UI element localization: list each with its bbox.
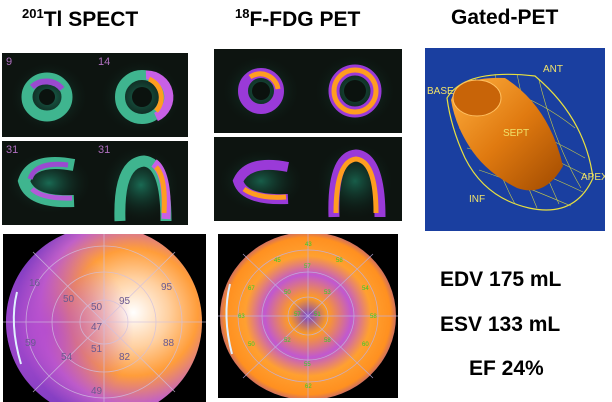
- segment-label: 16: [29, 278, 41, 289]
- spect-long-axis-slice-2: 31: [94, 141, 188, 225]
- segment-label: 95: [161, 282, 173, 293]
- segment-label: 95: [119, 296, 131, 307]
- slice-number: 31: [98, 144, 111, 156]
- segment-label: 63: [238, 314, 245, 320]
- segment-label: 58: [336, 258, 343, 264]
- ant-label: ANT: [543, 64, 563, 75]
- segment-label: 50: [91, 302, 103, 313]
- segment-label: 62: [305, 384, 312, 390]
- ef-value: EF 24%: [469, 357, 544, 380]
- inf-label: INF: [469, 194, 486, 205]
- segment-label: 49: [91, 386, 103, 397]
- segment-label: 50: [284, 290, 291, 296]
- slice-number: 9: [6, 56, 13, 68]
- segment-label: 57: [304, 264, 311, 270]
- segment-label: 54: [362, 286, 369, 292]
- esv-value: ESV 133 mL: [440, 313, 561, 336]
- segment-label: 58: [324, 338, 331, 344]
- segment-label: 57: [294, 312, 301, 318]
- segment-label: 53: [324, 290, 331, 296]
- sept-label: SEPT: [503, 128, 530, 139]
- segment-label: 51: [314, 312, 321, 318]
- segment-label: 54: [61, 352, 73, 363]
- spect-short-axis-slice-1: 9: [2, 53, 96, 137]
- pet-long-axis-slice-1: [214, 137, 308, 221]
- slice-number: 14: [98, 56, 111, 68]
- spect-polar-map: 16 50 50 95 95 47 51 59 54 82 88 49: [3, 234, 206, 402]
- pet-short-axis-slice-1: [214, 49, 308, 133]
- pet-polar-map: 43 45 57 58 67 50 53 54 63 57 51 58 50 5…: [218, 234, 398, 398]
- segment-label: 55: [304, 362, 311, 368]
- base-label: BASE: [427, 86, 454, 97]
- segment-label: 59: [25, 338, 37, 349]
- segment-label: 51: [91, 344, 103, 355]
- spect-short-axis-slice-2: 14: [94, 53, 188, 137]
- spect-title-text: Tl SPECT: [43, 8, 139, 31]
- segment-label: 60: [362, 342, 369, 348]
- segment-label: 88: [163, 338, 175, 349]
- gated-pet-3d-render: BASE ANT SEPT APEX INF: [425, 48, 605, 231]
- apex-label: APEX: [581, 172, 605, 183]
- segment-label: 67: [248, 286, 255, 292]
- segment-label: 45: [274, 258, 281, 264]
- edv-value: EDV 175 mL: [440, 268, 562, 291]
- segment-label: 47: [91, 322, 103, 333]
- spect-title: 201Tl SPECT: [22, 6, 138, 32]
- pet-short-axis-slice-2: [308, 49, 402, 133]
- segment-label: 43: [305, 242, 312, 248]
- slice-number: 31: [6, 144, 19, 156]
- spect-isotope: 201: [22, 6, 44, 21]
- segment-label: 82: [119, 352, 131, 363]
- fdg-title-text: F-FDG PET: [249, 8, 361, 31]
- segment-label: 52: [284, 338, 291, 344]
- segment-label: 50: [63, 294, 75, 305]
- fdg-pet-title: 18F-FDG PET: [235, 6, 360, 32]
- segment-label: 50: [248, 342, 255, 348]
- segment-label: 58: [370, 314, 377, 320]
- pet-long-axis-slice-2: [308, 137, 402, 221]
- fdg-isotope: 18: [235, 6, 250, 21]
- spect-long-axis-slice-1: 31: [2, 141, 96, 225]
- gated-pet-title: Gated-PET: [451, 6, 559, 29]
